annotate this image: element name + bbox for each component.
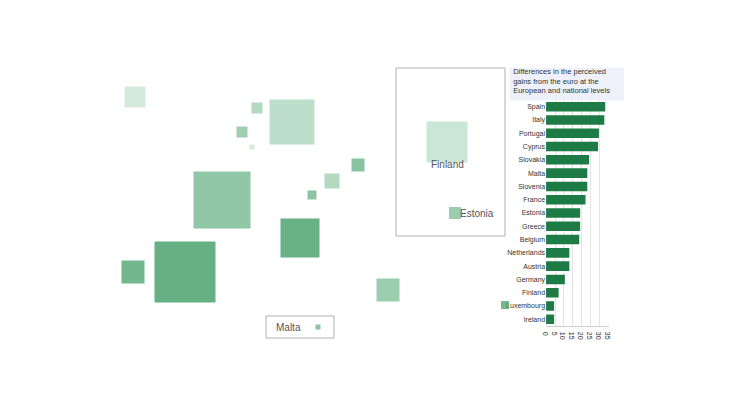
svg-text:Malta: Malta [528, 170, 545, 177]
svg-text:25: 25 [586, 332, 593, 340]
svg-text:Belgium: Belgium [520, 236, 545, 244]
svg-text:5: 5 [551, 332, 558, 336]
svg-text:15: 15 [568, 332, 575, 340]
svg-text:Estonia: Estonia [522, 209, 545, 216]
svg-text:Austria: Austria [523, 263, 545, 270]
svg-text:Finland: Finland [522, 289, 545, 296]
svg-text:0: 0 [542, 332, 549, 336]
svg-text:Estonia: Estonia [460, 208, 494, 219]
svg-text:30: 30 [595, 332, 602, 340]
svg-text:10: 10 [559, 332, 566, 340]
svg-text:Malta: Malta [276, 322, 301, 333]
svg-text:Cyprus: Cyprus [523, 143, 546, 151]
svg-text:35: 35 [604, 332, 611, 340]
svg-text:20: 20 [577, 332, 584, 340]
svg-text:Luxembourg: Luxembourg [506, 302, 545, 310]
svg-text:France: France [523, 196, 545, 203]
svg-text:Spain: Spain [527, 103, 545, 111]
svg-text:Differences in the perceivedga: Differences in the perceivedgains from t… [513, 67, 610, 96]
svg-text:Ireland: Ireland [524, 316, 546, 323]
svg-text:Italy: Italy [532, 116, 545, 124]
svg-text:Germany: Germany [516, 276, 545, 284]
svg-text:Slovenia: Slovenia [518, 183, 545, 190]
svg-text:Slovakia: Slovakia [519, 156, 546, 163]
svg-text:Netherlands: Netherlands [507, 249, 545, 256]
svg-text:Greece: Greece [522, 223, 545, 230]
svg-text:Portugal: Portugal [519, 130, 546, 138]
svg-text:Finland: Finland [431, 159, 464, 170]
